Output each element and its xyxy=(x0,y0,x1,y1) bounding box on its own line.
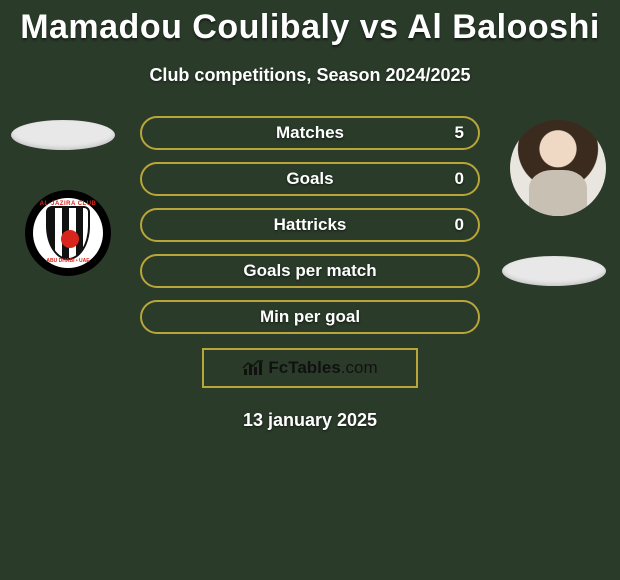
club-badge-left: AL-JAZIRA CLUB ABU DHABI • UAE xyxy=(25,190,111,276)
stat-label: Hattricks xyxy=(274,215,347,235)
stat-label: Goals xyxy=(286,169,333,189)
stat-label: Matches xyxy=(276,123,344,143)
stats-rows: Matches 5 Goals 0 Hattricks 0 Goals per … xyxy=(140,116,480,334)
stat-label: Goals per match xyxy=(243,261,376,281)
stat-row-goals-per-match: Goals per match xyxy=(140,254,480,288)
stat-value-right: 0 xyxy=(455,169,464,189)
left-column: AL-JAZIRA CLUB ABU DHABI • UAE xyxy=(8,120,118,276)
brand-box: FcTables.com xyxy=(202,348,418,388)
brand-text: FcTables.com xyxy=(268,358,377,378)
page-date: 13 january 2025 xyxy=(0,410,620,431)
stat-row-hattricks: Hattricks 0 xyxy=(140,208,480,242)
right-column xyxy=(502,120,612,286)
player-right-photo xyxy=(510,120,606,216)
brand-light: .com xyxy=(341,358,378,377)
page-title: Mamadou Coulibaly vs Al Balooshi xyxy=(0,0,620,47)
chart-icon xyxy=(242,359,264,377)
club-right-placeholder xyxy=(502,256,606,286)
stat-value-right: 0 xyxy=(455,215,464,235)
brand-bold: FcTables xyxy=(268,358,340,377)
page-subtitle: Club competitions, Season 2024/2025 xyxy=(0,65,620,86)
stat-label: Min per goal xyxy=(260,307,360,327)
player-left-placeholder xyxy=(11,120,115,150)
stat-row-min-per-goal: Min per goal xyxy=(140,300,480,334)
club-ball-icon xyxy=(61,230,79,248)
club-badge-inner: AL-JAZIRA CLUB ABU DHABI • UAE xyxy=(33,198,103,268)
stat-row-goals: Goals 0 xyxy=(140,162,480,196)
stat-value-right: 5 xyxy=(455,123,464,143)
club-bottom-text: ABU DHABI • UAE xyxy=(33,258,103,264)
stat-row-matches: Matches 5 xyxy=(140,116,480,150)
club-shield-icon xyxy=(46,206,90,260)
